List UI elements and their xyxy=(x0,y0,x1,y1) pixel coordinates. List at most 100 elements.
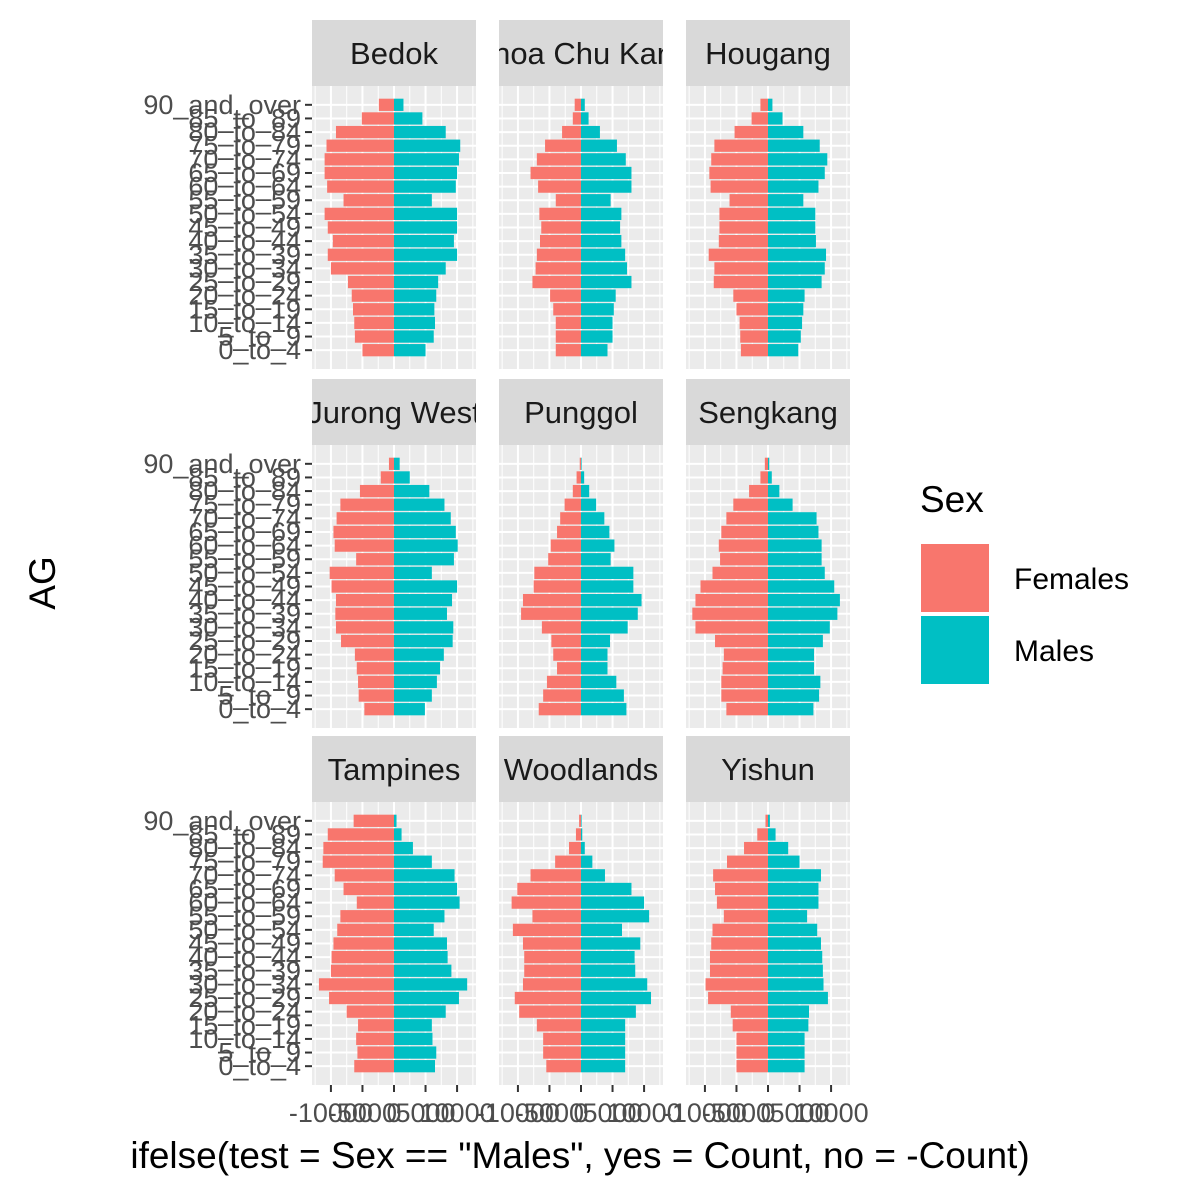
bar-tampines-females-35_to_39 xyxy=(330,964,394,977)
bar-jurong-west-males-70_to_74 xyxy=(394,512,451,525)
bar-yishun-males-85_to_89 xyxy=(768,828,776,841)
bar-yishun-males-30_to_34 xyxy=(768,978,824,991)
bar-jurong-west-females-65_to_69 xyxy=(333,525,394,539)
bar-sengkang-males-15_to_19 xyxy=(768,662,815,675)
bar-choa-chu-kang-females-55_to_59 xyxy=(555,194,581,207)
bar-woodlands-males-40_to_44 xyxy=(581,950,635,964)
bar-woodlands-females-40_to_44 xyxy=(524,950,581,964)
bar-hougang-males-70_to_74 xyxy=(768,153,828,166)
bar-yishun-males-80_to_84 xyxy=(768,841,789,855)
bar-tampines-males-20_to_24 xyxy=(394,1005,446,1018)
bar-tampines-males-0_to_4 xyxy=(394,1060,435,1073)
bar-punggol-males-55_to_59 xyxy=(581,553,611,566)
y-tick-label: 0_to_4 xyxy=(218,694,301,724)
bar-yishun-males-65_to_69 xyxy=(768,882,819,896)
bar-yishun-females-0_to_4 xyxy=(736,1060,768,1073)
bar-hougang-males-45_to_49 xyxy=(768,221,816,234)
bar-hougang-males-80_to_84 xyxy=(768,125,804,139)
bar-punggol-males-85_to_89 xyxy=(581,471,585,484)
bar-woodlands-males-55_to_59 xyxy=(581,910,650,923)
facet-panel-hougang: Hougang xyxy=(686,20,850,369)
bar-tampines-males-70_to_74 xyxy=(394,869,455,882)
bar-bedok-males-80_to_84 xyxy=(394,125,446,139)
legend-label-males: Males xyxy=(1014,635,1094,668)
bar-choa-chu-kang-males-25_to_29 xyxy=(581,275,632,289)
bar-woodlands-females-55_to_59 xyxy=(532,910,581,923)
bar-choa-chu-kang-males-60_to_64 xyxy=(581,180,632,193)
bar-bedok-males-85_to_89 xyxy=(394,112,423,125)
bar-choa-chu-kang-males-40_to_44 xyxy=(581,234,622,248)
bar-hougang-females-60_to_64 xyxy=(710,180,768,193)
bar-choa-chu-kang-females-50_to_54 xyxy=(539,207,581,221)
legend-key-females xyxy=(921,544,989,612)
bar-woodlands-males-70_to_74 xyxy=(581,869,605,882)
bar-hougang-males-0_to_4 xyxy=(768,344,799,357)
bar-yishun-females-75_to_79 xyxy=(727,855,768,868)
bar-hougang-males-20_to_24 xyxy=(768,289,805,302)
y-tick-label: 5_to_9 xyxy=(218,322,301,352)
bar-yishun-females-45_to_49 xyxy=(711,937,768,950)
bar-sengkang-males-10_to_14 xyxy=(768,675,821,689)
bar-hougang-females-75_to_79 xyxy=(714,139,768,152)
bar-choa-chu-kang-males-90_and_over xyxy=(581,98,585,111)
bar-choa-chu-kang-males-45_to_49 xyxy=(581,221,621,234)
bar-yishun-males-5_to_9 xyxy=(768,1046,805,1059)
y-tick-label: 60_to_64 xyxy=(188,888,301,918)
bar-yishun-females-15_to_19 xyxy=(732,1019,768,1032)
bar-tampines-females-80_to_84 xyxy=(323,841,394,855)
bar-choa-chu-kang-females-45_to_49 xyxy=(541,221,581,234)
y-tick-label: 30_to_34 xyxy=(188,969,301,999)
bar-choa-chu-kang-females-85_to_89 xyxy=(572,112,581,125)
bar-jurong-west-females-90_and_over xyxy=(388,457,394,470)
bar-jurong-west-females-35_to_39 xyxy=(335,607,394,620)
y-tick-label: 15_to_19 xyxy=(188,294,301,324)
bar-punggol-females-25_to_29 xyxy=(551,634,581,648)
bar-tampines-males-10_to_14 xyxy=(394,1032,433,1046)
bar-jurong-west-females-60_to_64 xyxy=(334,539,394,552)
bar-jurong-west-males-30_to_34 xyxy=(394,621,454,634)
bar-choa-chu-kang-males-55_to_59 xyxy=(581,194,611,207)
bar-choa-chu-kang-males-15_to_19 xyxy=(581,303,614,316)
y-tick-label: 55_to_59 xyxy=(188,901,301,931)
bar-hougang-males-35_to_39 xyxy=(768,248,827,261)
y-tick-label: 85_to_89 xyxy=(188,462,301,492)
bar-bedok-females-35_to_39 xyxy=(327,248,394,261)
bar-bedok-males-45_to_49 xyxy=(394,221,458,234)
bar-bedok-females-30_to_34 xyxy=(330,262,394,275)
bar-hougang-males-60_to_64 xyxy=(768,180,819,193)
bar-hougang-females-70_to_74 xyxy=(711,153,768,166)
bar-jurong-west-males-15_to_19 xyxy=(394,662,441,675)
bar-sengkang-males-30_to_34 xyxy=(768,621,830,634)
bar-woodlands-females-65_to_69 xyxy=(517,882,581,896)
bar-punggol-males-75_to_79 xyxy=(581,498,597,511)
facet-panel-yishun: Yishun xyxy=(686,736,850,1085)
bar-bedok-males-90_and_over xyxy=(394,98,404,111)
bar-punggol-males-65_to_69 xyxy=(581,525,610,539)
y-tick-label: 65_to_69 xyxy=(188,517,301,547)
bar-choa-chu-kang-males-65_to_69 xyxy=(581,166,632,180)
bar-woodlands-males-5_to_9 xyxy=(581,1046,626,1059)
bar-punggol-males-0_to_4 xyxy=(581,703,627,716)
bar-jurong-west-females-40_to_44 xyxy=(335,593,394,607)
bar-sengkang-females-45_to_49 xyxy=(700,580,768,593)
bar-punggol-males-45_to_49 xyxy=(581,580,634,593)
bar-woodlands-females-15_to_19 xyxy=(536,1019,581,1032)
bar-sengkang-females-15_to_19 xyxy=(722,662,768,675)
facet-label-hougang: Hougang xyxy=(705,36,831,71)
y-tick-label: 30_to_34 xyxy=(188,253,301,283)
bar-woodlands-males-60_to_64 xyxy=(581,896,645,909)
bar-hougang-males-85_to_89 xyxy=(768,112,783,125)
bar-sengkang-females-55_to_59 xyxy=(720,553,768,566)
y-tick-label: 40_to_44 xyxy=(188,942,301,972)
bar-tampines-females-5_to_9 xyxy=(357,1046,394,1059)
bar-tampines-females-85_to_89 xyxy=(327,828,394,841)
x-tick-label: 10000 xyxy=(794,1098,869,1128)
bar-choa-chu-kang-females-35_to_39 xyxy=(536,248,581,261)
bar-yishun-males-75_to_79 xyxy=(768,855,800,868)
bar-jurong-west-females-80_to_84 xyxy=(359,484,394,498)
y-tick-label: 75_to_79 xyxy=(188,131,301,161)
bar-bedok-males-25_to_29 xyxy=(394,275,439,289)
facet-strip-choa-chu-kang xyxy=(499,20,663,86)
facet-label-jurong-west: Jurong West xyxy=(307,395,481,430)
bar-hougang-males-40_to_44 xyxy=(768,234,816,248)
